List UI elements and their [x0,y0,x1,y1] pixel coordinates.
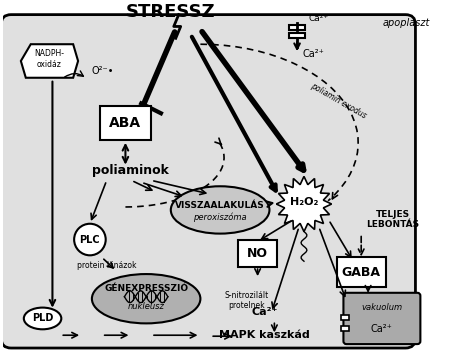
FancyBboxPatch shape [238,239,277,267]
FancyBboxPatch shape [1,15,415,348]
Text: poliamin exodus: poliamin exodus [309,81,368,120]
Polygon shape [276,177,331,232]
Text: vakuolum: vakuolum [361,303,403,312]
Text: PLD: PLD [32,313,53,324]
Text: TELJES
LEBONTÁS: TELJES LEBONTÁS [366,210,420,229]
Text: PLC: PLC [79,234,100,245]
FancyBboxPatch shape [336,257,386,287]
Text: NADPH-
oxidáz: NADPH- oxidáz [34,49,64,69]
Text: MAPK kaszkád: MAPK kaszkád [219,330,310,340]
Ellipse shape [92,274,201,323]
Text: O²⁻•: O²⁻• [92,66,114,76]
Bar [289,26,305,31]
Bar [341,316,349,320]
Text: protein kinázok: protein kinázok [77,261,136,270]
Ellipse shape [24,307,62,329]
FancyBboxPatch shape [100,106,151,140]
Text: Ca²⁺: Ca²⁺ [309,14,329,22]
Text: peroxiszóma: peroxiszóma [193,212,247,221]
Text: nukleusz: nukleusz [128,302,165,311]
Bar [289,33,305,38]
Text: apoplaszt: apoplaszt [383,19,430,28]
Text: H₂O₂: H₂O₂ [290,197,318,207]
Text: poliaminok: poliaminok [92,164,169,177]
Text: S-nitrozilált
protelnek: S-nitrozilált protelnek [224,291,269,310]
Text: Ca²⁺: Ca²⁺ [302,49,324,59]
Text: NO: NO [247,247,268,260]
Text: Ca²⁺: Ca²⁺ [252,307,278,318]
Text: Ca²⁺: Ca²⁺ [371,324,393,334]
Text: STRESSZ: STRESSZ [126,2,216,21]
Polygon shape [21,44,78,78]
Text: VISSZAALAKULÁS: VISSZAALAKULÁS [175,200,265,210]
Bar [341,326,349,331]
Text: ABA: ABA [109,116,141,130]
Ellipse shape [171,186,269,234]
Text: GABA: GABA [341,266,381,279]
FancyBboxPatch shape [343,293,420,344]
Circle shape [74,224,106,255]
Text: GÉNEXPRESSZIÓ: GÉNEXPRESSZIÓ [104,284,188,293]
